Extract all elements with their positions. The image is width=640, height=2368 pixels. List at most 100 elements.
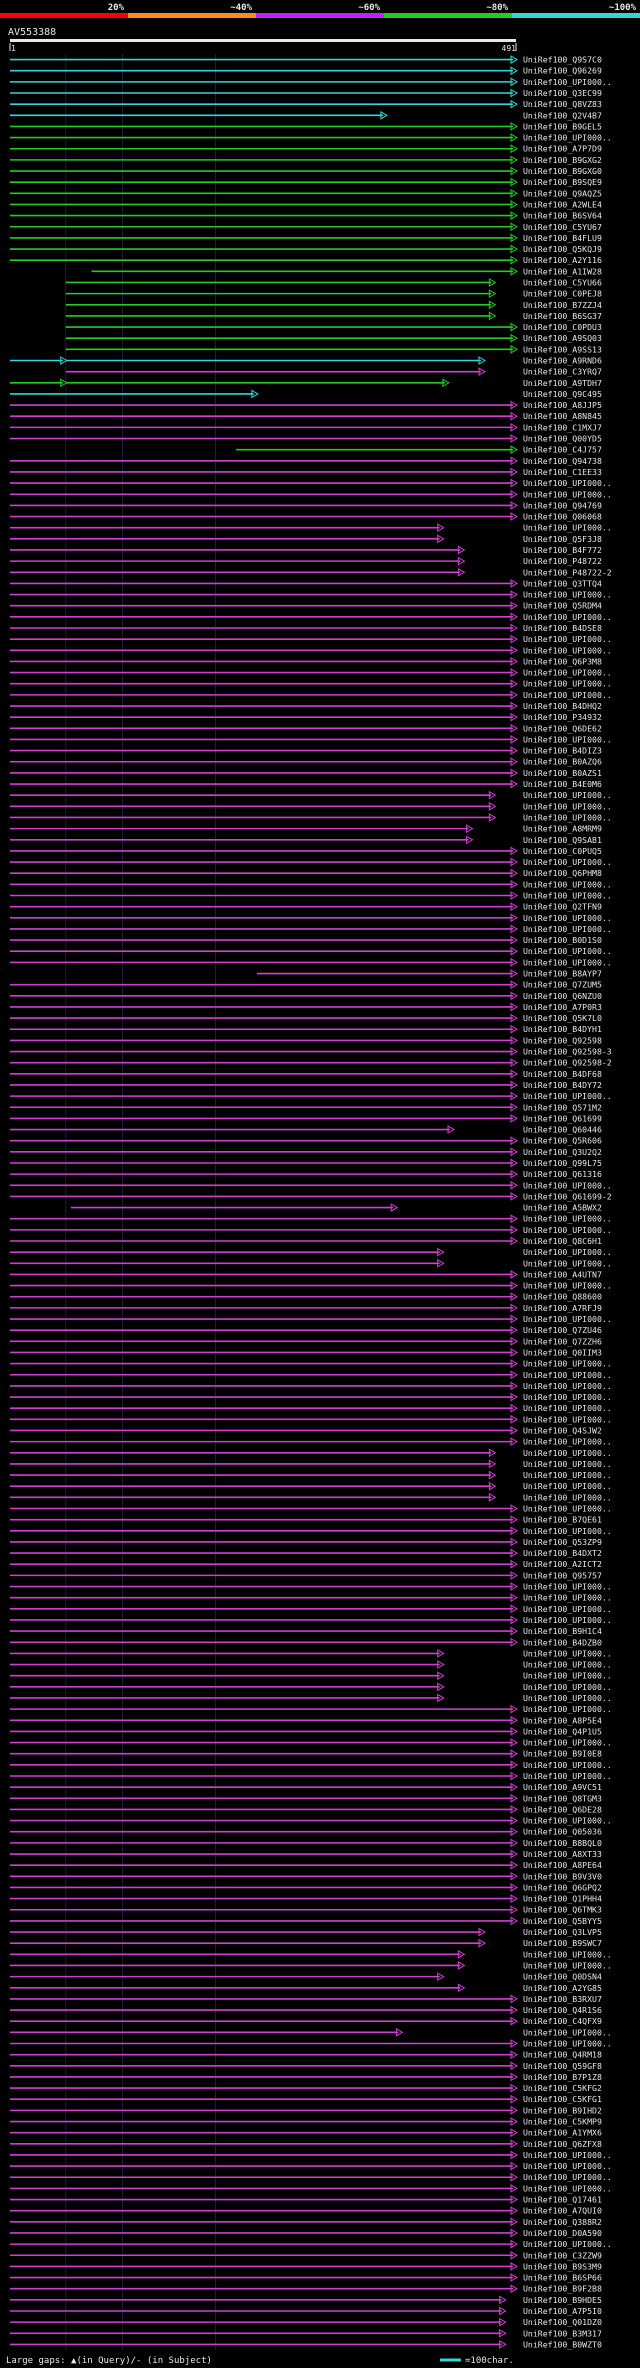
hit-row[interactable]: UniRef100_B9GEL5	[10, 121, 602, 131]
hit-row[interactable]: UniRef100_UPI000..	[10, 1258, 612, 1268]
hit-label[interactable]: UniRef100_C5YU67	[523, 222, 602, 232]
hit-row[interactable]: UniRef100_UPI000..	[10, 1225, 612, 1235]
hit-label[interactable]: UniRef100_B9V3V0	[523, 1871, 602, 1881]
hit-label[interactable]: UniRef100_Q96269	[523, 66, 602, 76]
hit-row[interactable]: UniRef100_P48722-2	[10, 567, 612, 577]
hit-row[interactable]: UniRef100_C5YU66	[65, 277, 602, 287]
hit-label[interactable]: UniRef100_UPI000..	[523, 1615, 612, 1625]
hit-label[interactable]: UniRef100_A2YG85	[523, 1983, 602, 1993]
hit-label[interactable]: UniRef100_Q8C6H1	[523, 1236, 602, 1246]
hit-row[interactable]: UniRef100_Q95757	[10, 1570, 602, 1580]
hit-row[interactable]: UniRef100_C5KFG1	[10, 2094, 602, 2104]
hit-label[interactable]: UniRef100_B4FLU9	[523, 233, 602, 243]
hit-label[interactable]: UniRef100_A7P5I0	[523, 2306, 602, 2316]
hit-label[interactable]: UniRef100_Q60446	[523, 1125, 602, 1135]
hit-label[interactable]: UniRef100_UPI000..	[523, 1258, 612, 1268]
hit-row[interactable]: UniRef100_UPI000..	[10, 478, 612, 488]
hit-row[interactable]: UniRef100_UPI000..	[10, 1459, 612, 1469]
hit-label[interactable]: UniRef100_B9SWC7	[523, 1938, 602, 1948]
hit-row[interactable]: UniRef100_A8P5E4	[10, 1715, 602, 1725]
hit-row[interactable]: UniRef100_A7P0R3	[10, 1002, 602, 1012]
hit-label[interactable]: UniRef100_Q7ZUM5	[523, 980, 602, 990]
hit-row[interactable]: UniRef100_Q99L75	[10, 1158, 602, 1168]
hit-row[interactable]: UniRef100_UPI000..	[10, 2150, 612, 2160]
hit-row[interactable]: UniRef100_B4F772	[10, 545, 602, 555]
hit-row[interactable]: UniRef100_A1YMX6	[10, 2128, 602, 2138]
hit-row[interactable]: UniRef100_A9TDH7	[10, 378, 602, 388]
hit-row[interactable]: UniRef100_UPI000..	[10, 1604, 612, 1614]
hit-row[interactable]: UniRef100_A7QUI0	[10, 2206, 602, 2216]
hit-row[interactable]: UniRef100_Q92598-3	[10, 1047, 612, 1057]
hit-label[interactable]: UniRef100_A7QUI0	[523, 2206, 602, 2216]
hit-label[interactable]: UniRef100_A7P0R3	[523, 1002, 602, 1012]
hit-label[interactable]: UniRef100_UPI000..	[523, 2172, 612, 2182]
hit-label[interactable]: UniRef100_Q6DE28	[523, 1804, 602, 1814]
hit-row[interactable]: UniRef100_Q4RM18	[10, 2050, 602, 2060]
hit-row[interactable]: UniRef100_Q8TGM3	[10, 1793, 602, 1803]
hit-label[interactable]: UniRef100_B0WZT0	[523, 2339, 602, 2349]
hit-label[interactable]: UniRef100_B4DZB0	[523, 1637, 602, 1647]
hit-label[interactable]: UniRef100_UPI000..	[523, 1771, 612, 1781]
hit-label[interactable]: UniRef100_B9H1C4	[523, 1626, 602, 1636]
hit-label[interactable]: UniRef100_A2ICT2	[523, 1559, 602, 1569]
hit-row[interactable]: UniRef100_Q2TFN9	[10, 902, 602, 912]
hit-row[interactable]: UniRef100_Q5R606	[10, 1136, 602, 1146]
hit-label[interactable]: UniRef100_UPI000..	[523, 1671, 612, 1681]
hit-row[interactable]: UniRef100_Q7ZZH6	[10, 1336, 602, 1346]
hit-label[interactable]: UniRef100_P48722-2	[523, 567, 612, 577]
hit-label[interactable]: UniRef100_Q6NZU0	[523, 991, 602, 1001]
hit-label[interactable]: UniRef100_Q92598-2	[523, 1058, 612, 1068]
hit-label[interactable]: UniRef100_B9S3M9	[523, 2261, 602, 2271]
hit-row[interactable]: UniRef100_Q9SAB1	[10, 835, 602, 845]
hit-row[interactable]: UniRef100_B0AZQ6	[10, 757, 602, 767]
hit-row[interactable]: UniRef100_UPI000..	[10, 790, 612, 800]
hit-label[interactable]: UniRef100_C5KMP9	[523, 2117, 602, 2127]
hit-label[interactable]: UniRef100_B4DY72	[523, 1080, 602, 1090]
hit-label[interactable]: UniRef100_Q4RM18	[523, 2050, 602, 2060]
hit-label[interactable]: UniRef100_Q06068	[523, 512, 602, 522]
hit-label[interactable]: UniRef100_UPI000..	[523, 1403, 612, 1413]
hit-label[interactable]: UniRef100_UPI000..	[523, 1682, 612, 1692]
hit-label[interactable]: UniRef100_UPI000..	[523, 645, 612, 655]
hit-row[interactable]: UniRef100_P48722	[10, 556, 602, 566]
hit-label[interactable]: UniRef100_UPI000..	[523, 1660, 612, 1670]
hit-row[interactable]: UniRef100_C5YU67	[10, 222, 602, 232]
hit-row[interactable]: UniRef100_A2Y116	[10, 255, 602, 265]
hit-row[interactable]: UniRef100_Q5F3J8	[10, 534, 602, 544]
hit-label[interactable]: UniRef100_B4DHQ2	[523, 701, 602, 711]
hit-label[interactable]: UniRef100_UPI000..	[523, 1604, 612, 1614]
hit-row[interactable]: UniRef100_UPI000..	[10, 1414, 612, 1424]
hit-row[interactable]: UniRef100_B7P1Z8	[10, 2072, 602, 2082]
hit-label[interactable]: UniRef100_Q6DE62	[523, 723, 602, 733]
hit-label[interactable]: UniRef100_UPI000..	[523, 679, 612, 689]
hit-label[interactable]: UniRef100_UPI000..	[523, 2161, 612, 2171]
hit-row[interactable]: UniRef100_B4FLU9	[10, 233, 602, 243]
hit-label[interactable]: UniRef100_UPI000..	[523, 879, 612, 889]
hit-row[interactable]: UniRef100_UPI000..	[10, 679, 612, 689]
hit-row[interactable]: UniRef100_UPI000..	[10, 1738, 612, 1748]
hit-row[interactable]: UniRef100_UPI000..	[10, 1960, 612, 1970]
hit-label[interactable]: UniRef100_UPI000..	[523, 2027, 612, 2037]
hit-row[interactable]: UniRef100_Q1PHH4	[10, 1894, 602, 1904]
hit-label[interactable]: UniRef100_UPI000..	[523, 1738, 612, 1748]
hit-row[interactable]: UniRef100_B9GXG2	[10, 155, 602, 165]
hit-label[interactable]: UniRef100_UPI000..	[523, 1593, 612, 1603]
hit-row[interactable]: UniRef100_B9SWC7	[10, 1938, 602, 1948]
hit-label[interactable]: UniRef100_B6SV64	[523, 211, 602, 221]
hit-label[interactable]: UniRef100_UPI000..	[523, 1448, 612, 1458]
hit-row[interactable]: UniRef100_Q571M2	[10, 1102, 602, 1112]
hit-row[interactable]: UniRef100_A8MRM9	[10, 824, 602, 834]
hit-row[interactable]: UniRef100_D0A590	[10, 2228, 602, 2238]
hit-label[interactable]: UniRef100_B0AZQ6	[523, 757, 602, 767]
hit-label[interactable]: UniRef100_UPI000..	[523, 801, 612, 811]
hit-label[interactable]: UniRef100_Q8TGM3	[523, 1793, 602, 1803]
hit-row[interactable]: UniRef100_UPI000..	[10, 645, 612, 655]
hit-label[interactable]: UniRef100_C1MXJ7	[523, 422, 602, 432]
hit-row[interactable]: UniRef100_UPI000..	[10, 133, 612, 143]
hit-label[interactable]: UniRef100_Q8VZ83	[523, 99, 602, 109]
hit-row[interactable]: UniRef100_UPI000..	[10, 2172, 612, 2182]
hit-label[interactable]: UniRef100_B0D1S0	[523, 935, 602, 945]
hit-label[interactable]: UniRef100_UPI000..	[523, 1091, 612, 1101]
hit-row[interactable]: UniRef100_UPI000..	[10, 1470, 612, 1480]
hit-row[interactable]: UniRef100_Q3EC99	[10, 88, 602, 98]
